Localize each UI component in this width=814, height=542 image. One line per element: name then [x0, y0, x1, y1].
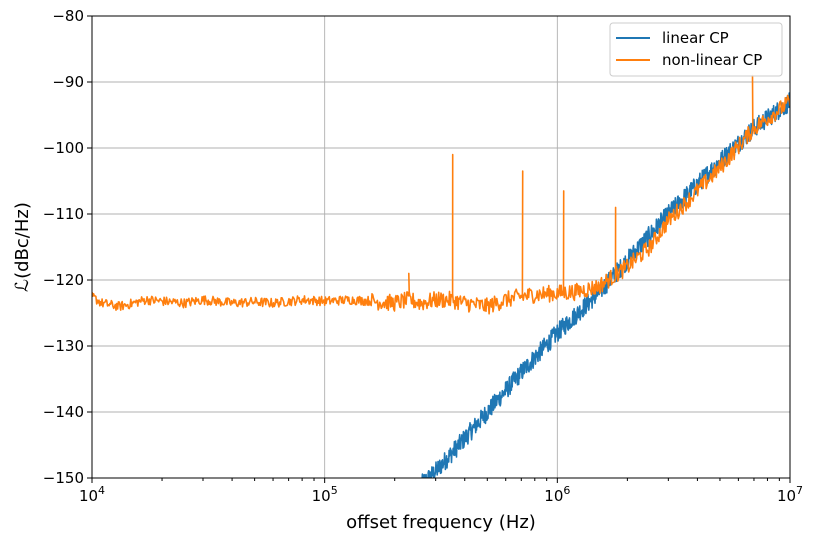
x-tick-label: 104 [79, 484, 105, 505]
y-tick-label: −140 [43, 403, 84, 421]
y-tick-label: −100 [43, 139, 84, 157]
axes-frame [91, 15, 791, 479]
y-tick-label: −110 [43, 205, 84, 223]
series-line-linear-cp [421, 92, 790, 478]
y-tick-label: −150 [43, 469, 84, 487]
x-tick-label: 106 [544, 484, 570, 505]
x-axis-label: offset frequency (Hz) [346, 512, 536, 533]
legend-box [609, 22, 783, 77]
series-line-non-linear-cp [92, 74, 790, 315]
y-axis-label: ℒ(dBc/Hz) [12, 202, 33, 292]
legend: linear CP non-linear CP [609, 22, 783, 77]
legend-label-non-linear-cp: non-linear CP [662, 51, 762, 69]
legend-label-linear-cp: linear CP [662, 29, 729, 47]
x-tick-label: 105 [312, 484, 338, 505]
y-tick-label: −90 [52, 73, 84, 91]
series-layer [92, 74, 790, 478]
y-tick-label: −120 [43, 271, 84, 289]
plot-background [92, 16, 790, 478]
y-tick-label: −80 [52, 7, 84, 25]
y-tick-label: −130 [43, 337, 84, 355]
x-tick-label: 107 [777, 484, 803, 505]
